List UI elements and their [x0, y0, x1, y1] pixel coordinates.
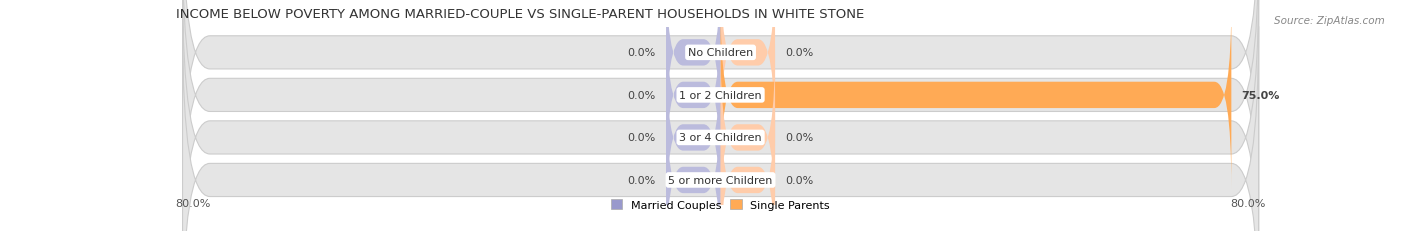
FancyBboxPatch shape	[721, 3, 1232, 188]
Text: 0.0%: 0.0%	[786, 175, 814, 185]
FancyBboxPatch shape	[666, 87, 721, 231]
FancyBboxPatch shape	[666, 0, 721, 146]
Text: 0.0%: 0.0%	[786, 48, 814, 58]
Text: Source: ZipAtlas.com: Source: ZipAtlas.com	[1274, 16, 1385, 26]
Text: 75.0%: 75.0%	[1241, 91, 1279, 100]
Text: No Children: No Children	[688, 48, 754, 58]
Text: 0.0%: 0.0%	[627, 48, 655, 58]
FancyBboxPatch shape	[721, 87, 775, 231]
FancyBboxPatch shape	[666, 3, 721, 188]
Text: 0.0%: 0.0%	[786, 133, 814, 143]
FancyBboxPatch shape	[721, 45, 775, 231]
Text: 1 or 2 Children: 1 or 2 Children	[679, 91, 762, 100]
Text: 0.0%: 0.0%	[627, 133, 655, 143]
Text: 0.0%: 0.0%	[627, 175, 655, 185]
FancyBboxPatch shape	[721, 0, 775, 146]
FancyBboxPatch shape	[183, 27, 1258, 231]
Legend: Married Couples, Single Parents: Married Couples, Single Parents	[606, 195, 835, 214]
FancyBboxPatch shape	[183, 0, 1258, 231]
Text: 3 or 4 Children: 3 or 4 Children	[679, 133, 762, 143]
FancyBboxPatch shape	[183, 0, 1258, 231]
Text: 0.0%: 0.0%	[627, 91, 655, 100]
Text: 80.0%: 80.0%	[176, 198, 211, 208]
Text: 5 or more Children: 5 or more Children	[668, 175, 773, 185]
Text: INCOME BELOW POVERTY AMONG MARRIED-COUPLE VS SINGLE-PARENT HOUSEHOLDS IN WHITE S: INCOME BELOW POVERTY AMONG MARRIED-COUPL…	[176, 8, 865, 21]
FancyBboxPatch shape	[666, 45, 721, 231]
Text: 80.0%: 80.0%	[1230, 198, 1265, 208]
FancyBboxPatch shape	[183, 0, 1258, 206]
